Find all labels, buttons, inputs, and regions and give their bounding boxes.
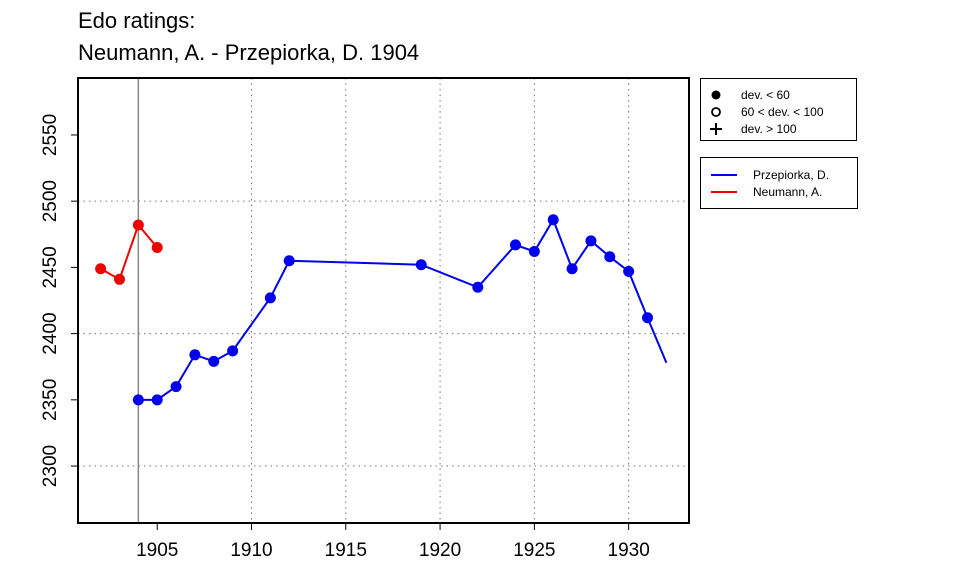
chart-title-line-1: Edo ratings: bbox=[78, 8, 196, 33]
data-point bbox=[132, 394, 144, 406]
marker-legend-row: dev. < 60 bbox=[701, 87, 856, 104]
plot-frame bbox=[77, 77, 690, 524]
x-tick-label: 1930 bbox=[608, 540, 650, 561]
filled-circle-icon bbox=[711, 90, 721, 100]
data-point bbox=[566, 263, 578, 275]
series-legend-row: Przepiorka, D. bbox=[701, 167, 857, 184]
data-point bbox=[623, 265, 635, 277]
x-tick-label: 1910 bbox=[230, 540, 272, 561]
series-legend-label: Przepiorka, D. bbox=[753, 168, 830, 182]
x-tick-label: 1905 bbox=[136, 540, 178, 561]
data-point bbox=[113, 273, 125, 285]
marker-legend-label: dev. < 60 bbox=[741, 88, 790, 102]
series-line bbox=[100, 223, 158, 281]
series-legend: Przepiorka, D. Neumann, A. bbox=[700, 157, 858, 209]
series-legend-row: Neumann, A. bbox=[701, 184, 857, 201]
data-point bbox=[227, 345, 239, 357]
red-line-swatch bbox=[711, 191, 737, 193]
blue-line-swatch bbox=[711, 174, 737, 176]
marker-legend-row: 60 < dev. < 100 bbox=[701, 104, 856, 121]
data-point bbox=[95, 263, 107, 275]
y-tick-label: 2300 bbox=[40, 445, 61, 487]
y-tick-label: 2550 bbox=[40, 114, 61, 156]
y-tick-label: 2450 bbox=[40, 246, 61, 288]
data-point bbox=[510, 239, 522, 251]
series-legend-label: Neumann, A. bbox=[753, 185, 823, 199]
data-point bbox=[415, 259, 427, 271]
y-tick-label: 2500 bbox=[40, 180, 61, 222]
data-point bbox=[585, 235, 597, 247]
plus-icon bbox=[710, 123, 722, 135]
data-point bbox=[151, 394, 163, 406]
marker-legend-label: dev. > 100 bbox=[741, 122, 797, 136]
y-tick-label: 2350 bbox=[40, 379, 61, 421]
data-point bbox=[604, 251, 616, 263]
open-circle-icon bbox=[711, 107, 721, 117]
data-point bbox=[132, 219, 144, 231]
data-point bbox=[170, 381, 182, 393]
data-point bbox=[264, 292, 276, 304]
data-point bbox=[151, 242, 163, 254]
marker-legend: dev. < 60 60 < dev. < 100 dev. > 100 bbox=[700, 78, 857, 141]
data-point bbox=[472, 281, 484, 293]
data-point bbox=[547, 214, 559, 226]
data-point bbox=[528, 245, 540, 257]
marker-legend-label: 60 < dev. < 100 bbox=[741, 105, 824, 119]
data-point bbox=[189, 349, 201, 361]
data-point bbox=[642, 312, 654, 324]
x-tick-label: 1920 bbox=[419, 540, 461, 561]
marker-legend-row: dev. > 100 bbox=[701, 121, 856, 138]
data-point bbox=[283, 255, 295, 267]
series-line bbox=[138, 217, 668, 401]
data-point bbox=[208, 355, 220, 367]
x-tick-label: 1925 bbox=[513, 540, 555, 561]
y-tick-label: 2400 bbox=[40, 312, 61, 354]
chart-title-line-2: Neumann, A. - Przepiorka, D. 1904 bbox=[78, 40, 420, 65]
x-tick-label: 1915 bbox=[325, 540, 367, 561]
